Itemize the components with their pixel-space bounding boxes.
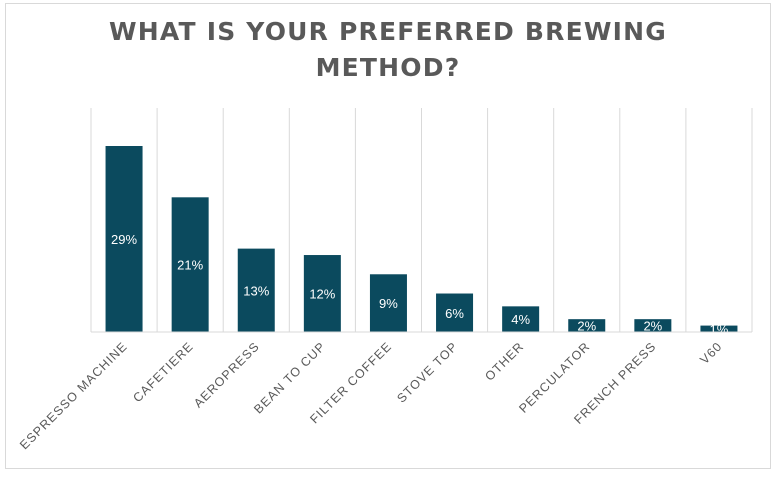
category-label: CAFETIERE xyxy=(130,339,196,405)
bar-espresso-machine xyxy=(105,146,143,332)
chart-title: WHAT IS YOUR PREFERRED BREWING METHOD? xyxy=(0,14,776,86)
data-label: 12% xyxy=(309,287,335,302)
bar-bean-to-cup xyxy=(303,255,341,332)
category-label: ESPRESSO MACHINE xyxy=(17,339,130,452)
data-label: 6% xyxy=(445,306,464,321)
data-label: 29% xyxy=(111,232,137,247)
data-label: 9% xyxy=(379,296,398,311)
bar-french-press xyxy=(634,319,672,332)
bar-cafetiere xyxy=(171,197,209,332)
data-label: 1% xyxy=(710,322,729,337)
data-label: 21% xyxy=(177,258,203,273)
bar-v60 xyxy=(700,325,738,332)
category-label: BEAN TO CUP xyxy=(251,339,328,416)
bar-stove-top xyxy=(436,293,474,332)
data-label: 2% xyxy=(577,319,596,334)
category-label: V60 xyxy=(697,339,725,367)
chart-title-line-1: WHAT IS YOUR PREFERRED BREWING xyxy=(109,17,667,46)
chart-title-line-2: METHOD? xyxy=(315,53,461,82)
data-label: 4% xyxy=(511,312,530,327)
bar-perculator xyxy=(568,319,606,332)
category-label: STOVE TOP xyxy=(394,339,460,405)
category-label: AEROPRESS xyxy=(191,339,262,410)
bar-aeropress xyxy=(237,248,275,332)
bar-filter-coffee xyxy=(369,274,407,332)
category-label: PERCULATOR xyxy=(516,339,593,416)
bar-other xyxy=(502,306,540,332)
data-label: 2% xyxy=(643,319,662,334)
data-label: 13% xyxy=(243,283,269,298)
category-label: OTHER xyxy=(482,339,526,383)
